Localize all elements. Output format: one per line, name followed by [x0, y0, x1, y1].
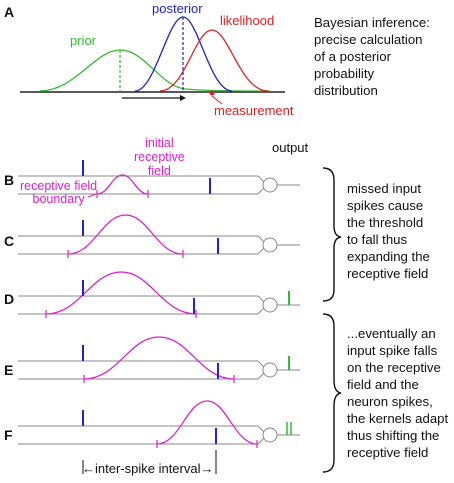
likelihood-label: likelihood [220, 13, 275, 28]
receptive-field-curve [45, 271, 197, 315]
measurement-dot [209, 90, 215, 96]
dendrite-lower [257, 437, 265, 445]
dendrite-upper [257, 235, 265, 243]
output-label: output [272, 140, 309, 155]
dendrite-lower [257, 307, 265, 315]
dendrite-upper [257, 360, 265, 368]
neuron-soma [262, 297, 278, 313]
panel-label-d: D [4, 291, 15, 307]
panel-c-neuron [18, 214, 300, 258]
posterior-label: posterior [152, 1, 203, 16]
missed-spikes-caption: missed input spikes cause the threshold … [347, 181, 430, 281]
neuron-soma [262, 427, 278, 443]
likelihood-curve [159, 29, 269, 92]
panel-e-neuron [18, 336, 300, 383]
measurement-pointer [211, 95, 223, 105]
dendrite-lower [257, 372, 265, 380]
dendrite-upper [257, 175, 265, 183]
prior-label: prior [70, 33, 97, 48]
receptive-field-boundary-label: receptive field boundary [20, 179, 98, 206]
dendrite-upper [257, 425, 265, 433]
dendrite-lower [257, 247, 265, 255]
receptive-field-curve [83, 336, 235, 380]
eventual-caption: ...eventually an input spike falls on th… [347, 326, 449, 460]
receptive-field-curve [67, 214, 184, 255]
panel-d-neuron [18, 271, 300, 318]
inter-spike-interval-label: ←inter-spike interval→ [82, 461, 214, 476]
panel-label-c: C [4, 233, 15, 249]
neuron-soma [262, 237, 278, 253]
bayes-caption: Bayesian inference: precise calculation … [314, 15, 430, 98]
prior-curve [39, 49, 271, 92]
neuron-soma [262, 177, 278, 193]
measurement-label: measurement [214, 103, 294, 118]
panel-f-neuron [18, 400, 300, 448]
shift-arrow-head [180, 95, 186, 101]
dendrite-lower [257, 187, 265, 195]
panel-a-distributions [20, 16, 285, 105]
panel-label-f: F [4, 427, 13, 443]
boundary-pointer [87, 193, 97, 198]
panel-label-e: E [4, 362, 14, 378]
neuron-soma [262, 362, 278, 378]
panel-label-b: B [4, 172, 15, 188]
initial-receptive-field-label: initial receptive field [134, 136, 185, 178]
receptive-field-curve [156, 400, 258, 445]
receptive-field-curve [96, 174, 149, 195]
panel-b-neuron [18, 160, 300, 198]
brace-bottom [322, 313, 342, 473]
panel-label-a: A [4, 4, 15, 20]
dendrite-upper [257, 295, 265, 303]
brace-top [322, 167, 342, 302]
